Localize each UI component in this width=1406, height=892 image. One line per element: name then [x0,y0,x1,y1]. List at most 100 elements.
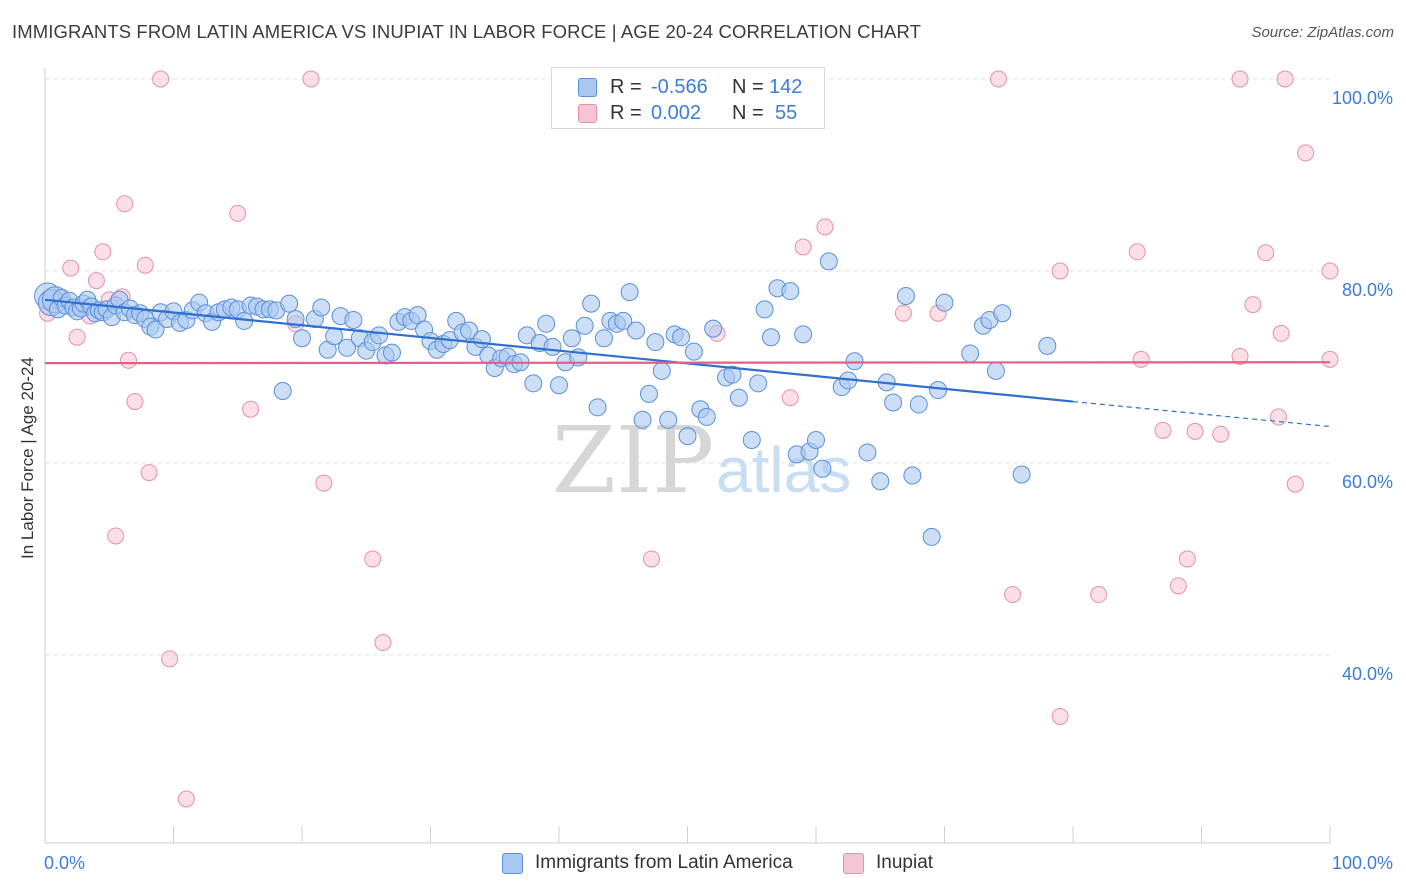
legend-n-value: 55 [775,102,798,124]
legend-n-label: N = [732,76,764,98]
trend-lines [44,298,1331,428]
immigrants-point [935,293,954,312]
immigrants-point [652,361,671,380]
immigrants-point [903,466,922,485]
watermark-zip: ZIP [552,407,714,514]
immigrants-point [794,325,813,344]
inupiat-point [1212,425,1230,443]
inupiat-point [315,474,333,492]
inupiat-point [1231,70,1249,88]
tick-labels: 40.0% 60.0% 80.0% 100.0% 0.0% 100.0% [44,88,1393,873]
inupiat-point [1272,324,1290,342]
bottom-legend-label: Immigrants from Latin America [535,852,793,873]
immigrants-point [594,329,613,348]
bottom-legend-swatch-blue [502,853,523,874]
inupiat-point [781,389,799,407]
legend-swatch-blue [578,78,597,97]
immigrants-point [993,304,1012,323]
immigrants-point [845,352,864,371]
immigrants-point [781,282,800,301]
axes [44,68,1331,844]
inupiat-point [1051,262,1069,280]
legend-n-label: N = [732,102,764,124]
y-tick-label: 80.0% [1342,280,1393,300]
immigrants-point [537,314,556,333]
inupiat-point [1286,475,1304,493]
bottom-legend-label: Inupiat [876,852,934,873]
inupiat-point [140,464,158,482]
inupiat-point [374,634,392,652]
x-tick-label: 0.0% [44,853,85,873]
inupiat-point [116,195,134,213]
immigrants-point [543,337,562,356]
inupiat-point [1270,408,1288,426]
immigrants-point [684,342,703,361]
y-tick-label: 40.0% [1342,664,1393,684]
inupiat-point [1231,347,1249,365]
immigrants-point [762,328,781,347]
inupiat-point [1169,577,1187,595]
immigrants-point [633,410,652,429]
inupiat-point [1297,144,1315,162]
immigrants-point [704,319,723,338]
inupiat-point [794,238,812,256]
inupiat-point [62,259,80,277]
inupiat-point [1128,243,1146,261]
immigrants-point [858,443,877,462]
correlation-legend: R = -0.566 N = 142 R = 0.002 N = 55 [551,67,825,129]
inupiat-point [1004,586,1022,604]
inupiat-point [177,790,195,808]
inupiat-point [229,204,247,222]
immigrants-trend-extension [1072,400,1331,428]
immigrants-point [922,527,941,546]
immigrants-point [678,427,697,446]
inupiat-trend-line [44,361,1331,365]
immigrants-point [575,316,594,335]
immigrants-point [639,384,658,403]
inupiat-point [161,650,179,668]
inupiat-point [1090,586,1108,604]
immigrants-point [280,294,299,313]
inupiat-point [364,550,382,568]
immigrants-point [620,283,639,302]
immigrants-point [742,430,761,449]
legend-n-value: 142 [769,76,803,98]
y-tick-label: 100.0% [1332,88,1393,108]
immigrants-point [472,330,491,349]
immigrants-point [755,300,774,319]
inupiat-point [1132,350,1150,368]
immigrants-point [524,374,543,393]
immigrants-point [582,294,601,313]
immigrants-point [986,361,1005,380]
inupiat-point [894,304,912,322]
immigrants-point [562,329,581,348]
immigrants-point [929,381,948,400]
inupiat-point [120,351,138,369]
inupiat-point [68,328,86,346]
immigrants-point [614,311,633,330]
immigrants-point [312,298,331,317]
inupiat-point [302,70,320,88]
y-tick-label: 60.0% [1342,472,1393,492]
immigrants-point [382,343,401,362]
chart-source: Source: ZipAtlas.com [1251,24,1394,41]
immigrants-point [337,338,356,357]
immigrants-point [344,310,363,329]
legend-r-label: R = [610,102,642,124]
immigrants-point [819,252,838,271]
immigrants-point [370,326,389,345]
legend-r-value: 0.002 [651,102,702,124]
immigrants-point [646,333,665,352]
inupiat-point [1178,550,1196,568]
immigrants-point [588,398,607,417]
immigrants-point [729,388,748,407]
immigrants-point [871,472,890,491]
inupiat-point [1154,421,1172,439]
immigrants-point [884,393,903,412]
immigrants-point [460,321,479,340]
immigrants-points [34,252,1057,546]
legend-swatch-pink [578,104,597,123]
immigrants-point [909,395,928,414]
bottom-legend-swatch-pink [843,853,864,874]
